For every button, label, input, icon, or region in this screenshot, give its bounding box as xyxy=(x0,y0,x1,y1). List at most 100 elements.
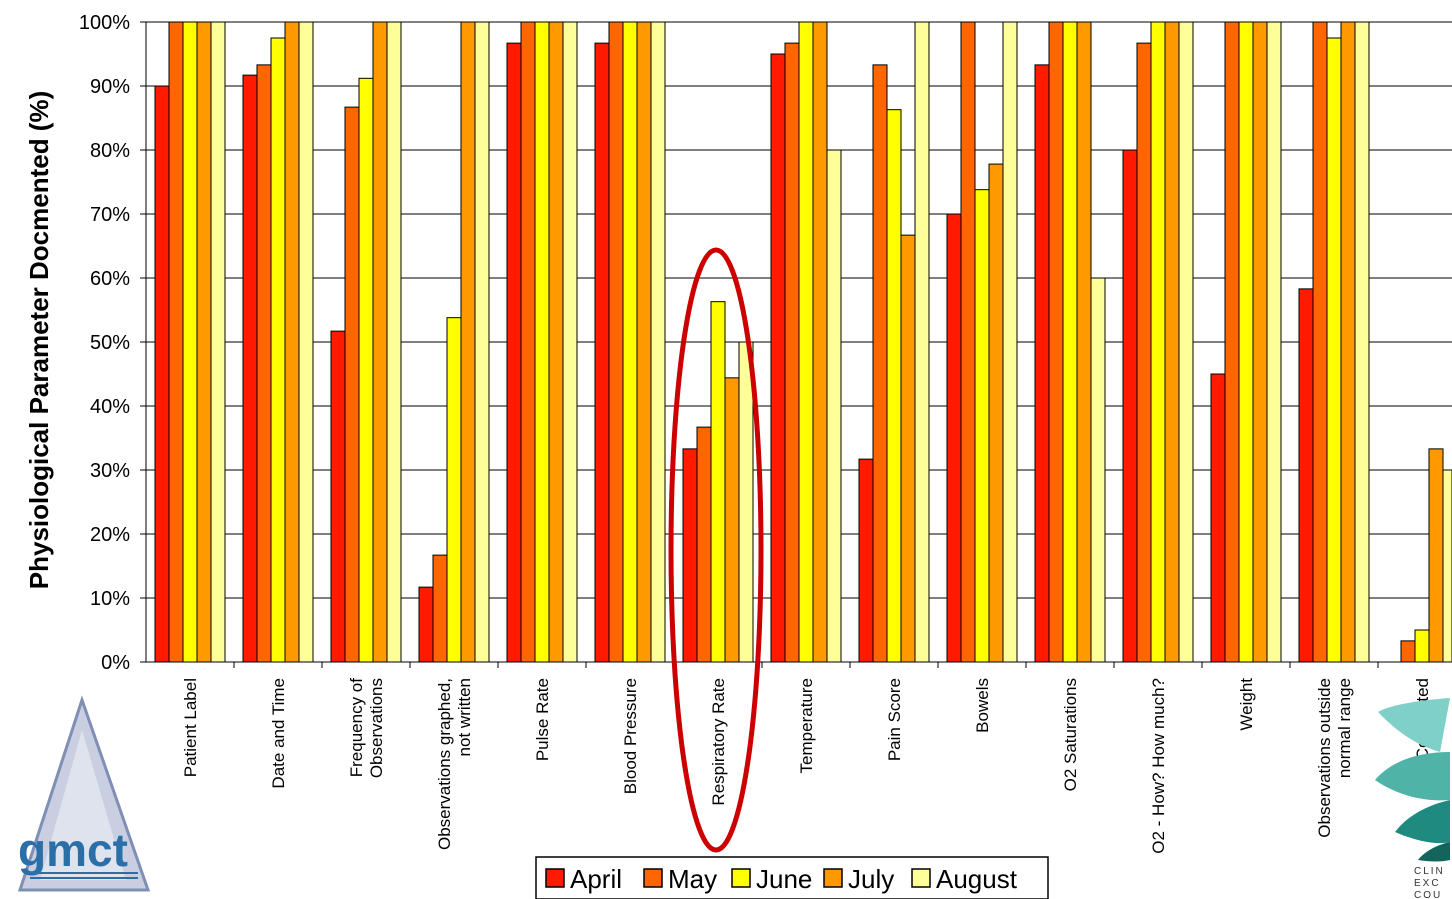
y-axis-label: Physiological Parameter Docmented (%) xyxy=(24,91,54,589)
category-label: not written xyxy=(455,678,474,756)
legend-label: July xyxy=(848,864,894,894)
logo-text-line: CLIN xyxy=(1414,866,1445,877)
legend-label: April xyxy=(570,864,622,894)
bar-july xyxy=(1340,21,1356,663)
bar-june xyxy=(622,21,638,663)
bar-august xyxy=(298,21,314,663)
bar-august xyxy=(738,341,754,663)
bar-may xyxy=(608,21,624,663)
category-label: Respiratory Rate xyxy=(709,678,728,806)
category-label: Observations xyxy=(367,678,386,778)
bar-may xyxy=(1048,21,1064,663)
bar-july xyxy=(1428,448,1444,663)
bar-august xyxy=(1266,21,1282,663)
bars xyxy=(154,21,1452,663)
category-label: O2 Saturations xyxy=(1061,678,1080,791)
bar-july xyxy=(1252,21,1268,663)
category-label: Frequency of xyxy=(347,678,366,777)
bar-august xyxy=(826,149,842,663)
legend-swatch-june xyxy=(731,868,751,888)
bar-july xyxy=(900,234,916,663)
bar-april xyxy=(506,42,522,663)
legend-swatch-may xyxy=(643,868,663,888)
y-tick-label: 70% xyxy=(90,204,130,226)
bar-april xyxy=(682,448,698,663)
legend-box xyxy=(535,856,1049,899)
bar-may xyxy=(344,106,360,663)
bar-may xyxy=(696,426,712,663)
bar-june xyxy=(974,189,990,663)
y-tick-label: 60% xyxy=(90,268,130,290)
category-label: Weight xyxy=(1237,678,1256,731)
x-category-labels: Patient Label Date and Time Frequency of Ob… xyxy=(181,678,1432,854)
bar-may xyxy=(1224,21,1240,663)
bar-april xyxy=(1122,149,1138,663)
bar-july xyxy=(636,21,652,663)
bar-august xyxy=(386,21,402,663)
annotations xyxy=(668,247,764,853)
category-label: O2 - How? How much? xyxy=(1149,678,1168,854)
bar-june xyxy=(534,21,550,663)
bar-april xyxy=(594,42,610,663)
highlight-ellipse xyxy=(668,247,764,853)
legend-label: June xyxy=(756,864,812,894)
bar-august xyxy=(914,21,930,663)
y-tick-label: 90% xyxy=(90,76,130,98)
bar-may xyxy=(168,21,184,663)
y-tick-labels: 0% 10% 20% 30% 40% 50% 60% 70% 80% 90% 100% xyxy=(79,12,130,674)
bar-april xyxy=(1298,288,1314,663)
bar-june xyxy=(886,109,902,663)
y-tick-label: 10% xyxy=(90,588,130,610)
bar-july xyxy=(284,21,300,663)
bar-july xyxy=(812,21,828,663)
y-tick-label: 100% xyxy=(79,12,130,34)
bar-april xyxy=(418,586,434,663)
bar-may xyxy=(256,64,272,663)
bar-june xyxy=(446,317,462,663)
bar-may xyxy=(520,21,536,663)
bar-june xyxy=(270,37,286,663)
bar-june xyxy=(358,77,374,663)
y-tick-label: 80% xyxy=(90,140,130,162)
category-label: Bowels xyxy=(973,678,992,733)
logo-text-line: COU xyxy=(1414,890,1442,899)
bar-may xyxy=(872,64,888,663)
bar-april xyxy=(1034,64,1050,663)
bar-april xyxy=(770,53,786,663)
bar-july xyxy=(988,163,1004,663)
bar-may xyxy=(1312,21,1328,663)
category-label: Observations outside xyxy=(1315,678,1334,838)
legend-label: August xyxy=(936,864,1018,894)
bar-august xyxy=(650,21,666,663)
legend-swatch-july xyxy=(823,868,843,888)
bar-june xyxy=(182,21,198,663)
legend-swatch-august xyxy=(911,868,931,888)
gmct-logo: gmct xyxy=(17,695,151,892)
bar-july xyxy=(196,21,212,663)
bar-may xyxy=(784,42,800,663)
bar-june xyxy=(1414,629,1430,663)
bar-may xyxy=(432,554,448,663)
bar-august xyxy=(210,21,226,663)
bar-july xyxy=(460,21,476,663)
bar-april xyxy=(1210,373,1226,663)
bar-july xyxy=(372,21,388,663)
y-tick-label: 20% xyxy=(90,524,130,546)
bar-august xyxy=(1442,469,1452,663)
bar-august xyxy=(1354,21,1370,663)
bar-august xyxy=(562,21,578,663)
bar-june xyxy=(1326,37,1342,663)
category-label: Patient Label xyxy=(181,678,200,777)
y-tick-label: 30% xyxy=(90,460,130,482)
bar-july xyxy=(1076,21,1092,663)
bar-june xyxy=(710,301,726,663)
bar-august xyxy=(1178,21,1194,663)
bar-april xyxy=(242,74,258,663)
bar-august xyxy=(474,21,490,663)
bar-june xyxy=(1062,21,1078,663)
legend-label: May xyxy=(668,864,717,894)
logo-text-line: EXC xyxy=(1414,878,1441,889)
category-label: Pulse Rate xyxy=(533,678,552,761)
